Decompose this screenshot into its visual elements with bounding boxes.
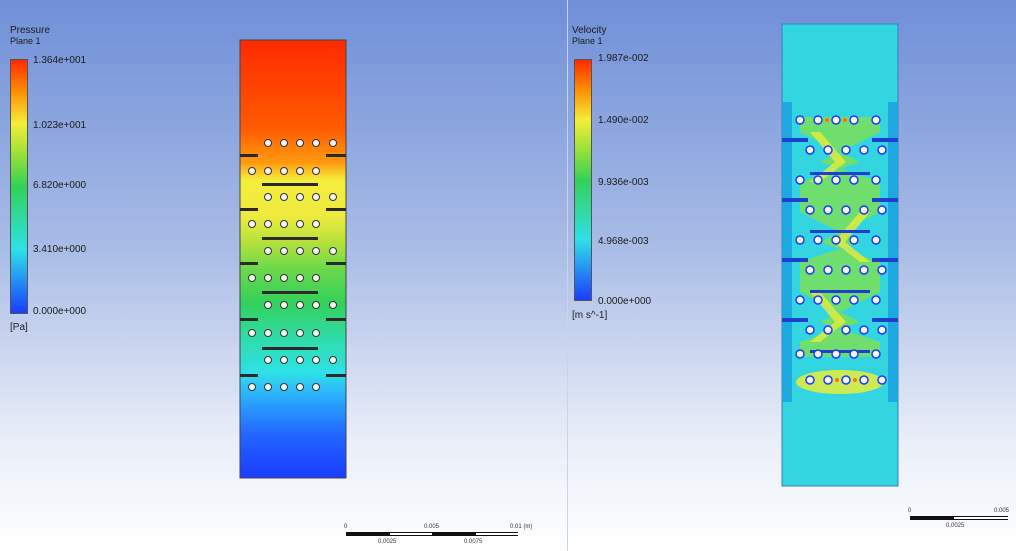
velocity-colorbar bbox=[574, 59, 592, 301]
pressure-scale-bar: 0 0.005 0.01 (m) 0.0025 0.0075 bbox=[344, 520, 544, 550]
vscale-tick-1: 0.005 bbox=[994, 508, 1010, 514]
velocity-label-2: 9.936e-003 bbox=[598, 177, 649, 188]
pressure-label-max: 1.364e+001 bbox=[33, 55, 87, 66]
velocity-label-max: 1.987e-002 bbox=[598, 53, 649, 64]
pressure-label-3: 1.023e+001 bbox=[33, 120, 87, 131]
scale-tick-1: 0.005 bbox=[424, 524, 440, 530]
scale-tick-2: 0.01 (m) bbox=[510, 524, 533, 530]
vscale-subtick-0: 0.0025 bbox=[946, 523, 965, 529]
vscale-tick-0: 0 bbox=[908, 508, 912, 514]
scale-subtick-0: 0.0025 bbox=[378, 539, 397, 545]
velocity-scale-bar: 0 0.005 0.0025 bbox=[908, 504, 1012, 534]
velocity-label-1: 4.968e-003 bbox=[598, 236, 649, 247]
pressure-label-min: 0.000e+000 bbox=[33, 306, 87, 317]
tube-holes bbox=[248, 139, 337, 391]
pressure-colorbar bbox=[10, 59, 28, 314]
pressure-label-1: 3.410e+000 bbox=[33, 244, 87, 255]
pressure-panel: Pressure Plane 1 1.364e+001 1.023e+001 6… bbox=[10, 25, 544, 550]
velocity-legend-title: Velocity bbox=[572, 25, 607, 36]
pressure-legend-plane: Plane 1 bbox=[10, 36, 41, 46]
velocity-tube-holes bbox=[795, 115, 887, 385]
pressure-legend-title: Pressure bbox=[10, 25, 51, 36]
velocity-panel: Velocity Plane 1 1.987e-002 1.490e-002 9… bbox=[568, 0, 1016, 551]
velocity-label-min: 0.000e+000 bbox=[598, 296, 652, 307]
panel-divider bbox=[567, 0, 568, 551]
velocity-unit: [m s^-1] bbox=[572, 310, 608, 321]
velocity-contour-domain bbox=[781, 23, 899, 487]
velocity-legend-plane: Plane 1 bbox=[572, 36, 603, 46]
pressure-label-2: 6.820e+000 bbox=[33, 180, 87, 191]
velocity-label-3: 1.490e-002 bbox=[598, 115, 649, 126]
pressure-unit: [Pa] bbox=[10, 322, 28, 333]
scale-subtick-1: 0.0075 bbox=[464, 539, 483, 545]
pressure-contour-domain bbox=[239, 39, 347, 479]
scale-tick-0: 0 bbox=[344, 524, 348, 530]
